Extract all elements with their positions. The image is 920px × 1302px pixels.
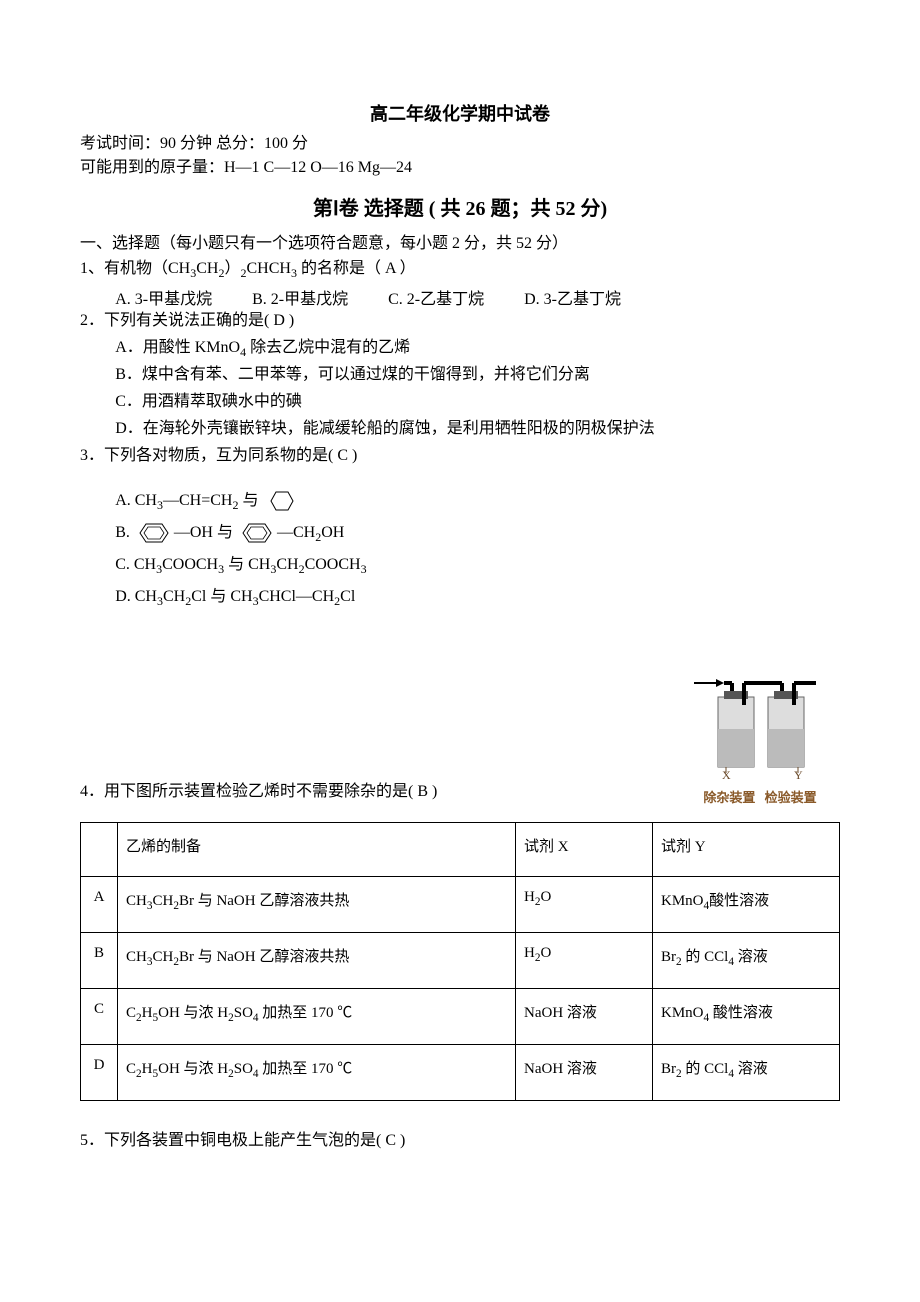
q1: 1、有机物（CH3CH2）2CHCH3 的名称是（ A ）: [80, 257, 840, 283]
q1-opt-a: A. 3-甲基戊烷: [115, 285, 212, 309]
row-y: KMnO4酸性溶液: [653, 877, 840, 933]
q3-opt-a: A. CH3—CH=CH2 与: [115, 485, 840, 517]
q3-b-pre: B.: [115, 524, 130, 541]
row-prep: C2H5OH 与浓 H2SO4 加热至 170 ℃: [118, 989, 516, 1045]
q2-opt-b: B．煤中含有苯、二甲苯等，可以通过煤的干馏得到，并将它们分离: [80, 363, 840, 388]
header-prep: 乙烯的制备: [118, 823, 516, 877]
row-label: B: [81, 933, 118, 989]
exam-title: 高二年级化学期中试卷: [80, 100, 840, 126]
section-instructions: 一、选择题（每小题只有一个选项符合题意，每小题 2 分，共 52 分）: [80, 229, 840, 253]
q3-opt-d: D. CH3CH2Cl 与 CH3CHCl—CH2Cl: [115, 581, 840, 613]
exam-page: 高二年级化学期中试卷 考试时间：90 分钟 总分：100 分 可能用到的原子量：…: [0, 0, 920, 1216]
q2-opt-a: A．用酸性 KMnO4 除去乙烷中混有的乙烯: [80, 336, 840, 362]
section-header: 第Ⅰ卷 选择题 ( 共 26 题；共 52 分): [80, 192, 840, 221]
table-row: D C2H5OH 与浓 H2SO4 加热至 170 ℃ NaOH 溶液 Br2 …: [81, 1045, 840, 1101]
diagram-caption: 除杂装置 检验装置: [680, 787, 840, 806]
header-y: 试剂 Y: [653, 823, 840, 877]
q3-options-block: A. CH3—CH=CH2 与 B. —OH 与 —CH2OH C. CH3CO…: [80, 485, 840, 614]
q2-a-suf: 除去乙烷中混有的乙烯: [246, 339, 410, 356]
q1-opt-d: D. 3-乙基丁烷: [524, 285, 621, 309]
exam-info-atoms: 可能用到的原子量：H—1 C—12 O—16 Mg—24: [80, 156, 840, 180]
row-y: KMnO4 酸性溶液: [653, 989, 840, 1045]
benzene-icon-2: [237, 521, 277, 545]
table-row: A CH3CH2Br 与 NaOH 乙醇溶液共热 H2O KMnO4酸性溶液: [81, 877, 840, 933]
q1-opt-b: B. 2-甲基戊烷: [252, 285, 348, 309]
caption-right: 检验装置: [765, 790, 817, 805]
exam-info-time: 考试时间：90 分钟 总分：100 分: [80, 132, 840, 156]
row-x: NaOH 溶液: [516, 989, 653, 1045]
q1-stem-part1: 1、有机物（CH: [80, 260, 190, 277]
q4-table: 乙烯的制备 试剂 X 试剂 Y A CH3CH2Br 与 NaOH 乙醇溶液共热…: [80, 822, 840, 1101]
hexagon-icon: [262, 488, 298, 514]
q1-opt-c: C. 2-乙基丁烷: [388, 285, 484, 309]
row-label: A: [81, 877, 118, 933]
row-x: NaOH 溶液: [516, 1045, 653, 1101]
q3-stem: 3．下列各对物质，互为同系物的是( C ): [80, 444, 840, 469]
q3-a-pre: A. CH: [115, 492, 157, 509]
q3-a-suf: 与: [238, 492, 258, 509]
row-prep: C2H5OH 与浓 H2SO4 加热至 170 ℃: [118, 1045, 516, 1101]
q1-stem-part5: 的名称是（ A ）: [297, 260, 416, 277]
row-label: C: [81, 989, 118, 1045]
q3-b-suf: OH: [321, 524, 344, 541]
q1-stem-part4: CHCH: [246, 260, 290, 277]
header-x: 试剂 X: [516, 823, 653, 877]
header-blank: [81, 823, 118, 877]
row-x: H2O: [516, 933, 653, 989]
q2-opt-d: D．在海轮外壳镶嵌锌块，能减缓轮船的腐蚀，是利用牺牲阳极的阴极保护法: [80, 417, 840, 442]
gas-washing-apparatus-icon: X Y: [690, 673, 830, 783]
q5-stem: 5．下列各装置中铜电极上能产生气泡的是( C ): [80, 1129, 840, 1154]
apparatus-diagram: X Y 除杂装置 检验装置: [680, 673, 840, 806]
row-prep: CH3CH2Br 与 NaOH 乙醇溶液共热: [118, 877, 516, 933]
row-y: Br2 的 CCl4 溶液: [653, 933, 840, 989]
q4-stem: 4．用下图所示装置检验乙烯时不需要除杂的是( B ): [80, 780, 680, 805]
q1-options: A. 3-甲基戊烷 B. 2-甲基戊烷 C. 2-乙基丁烷 D. 3-乙基丁烷: [80, 285, 840, 309]
q3-b-sufpre: —CH: [277, 524, 315, 541]
row-prep: CH3CH2Br 与 NaOH 乙醇溶液共热: [118, 933, 516, 989]
q2-a-pre: A．用酸性 KMnO: [115, 339, 240, 356]
row-label: D: [81, 1045, 118, 1101]
q3-opt-c: C. CH3COOCH3 与 CH3CH2COOCH3: [115, 549, 840, 581]
row-x: H2O: [516, 877, 653, 933]
caption-left: 除杂装置: [703, 790, 755, 805]
benzene-icon: [134, 521, 174, 545]
table-row: B CH3CH2Br 与 NaOH 乙醇溶液共热 H2O Br2 的 CCl4 …: [81, 933, 840, 989]
table-row: C C2H5OH 与浓 H2SO4 加热至 170 ℃ NaOH 溶液 KMnO…: [81, 989, 840, 1045]
q3-opt-b: B. —OH 与 —CH2OH: [115, 517, 840, 549]
q4-row: 4．用下图所示装置检验乙烯时不需要除杂的是( B ): [80, 673, 840, 806]
q1-stem-part2: CH: [196, 260, 218, 277]
q2-opt-c: C．用酒精萃取碘水中的碘: [80, 390, 840, 415]
row-y: Br2 的 CCl4 溶液: [653, 1045, 840, 1101]
table-header-row: 乙烯的制备 试剂 X 试剂 Y: [81, 823, 840, 877]
q3-a-mid: —CH=CH: [163, 492, 232, 509]
q1-stem-part3: ）: [224, 260, 240, 277]
q3-b-mid: —OH 与: [174, 524, 233, 541]
q2-stem: 2．下列有关说法正确的是( D ): [80, 309, 840, 334]
